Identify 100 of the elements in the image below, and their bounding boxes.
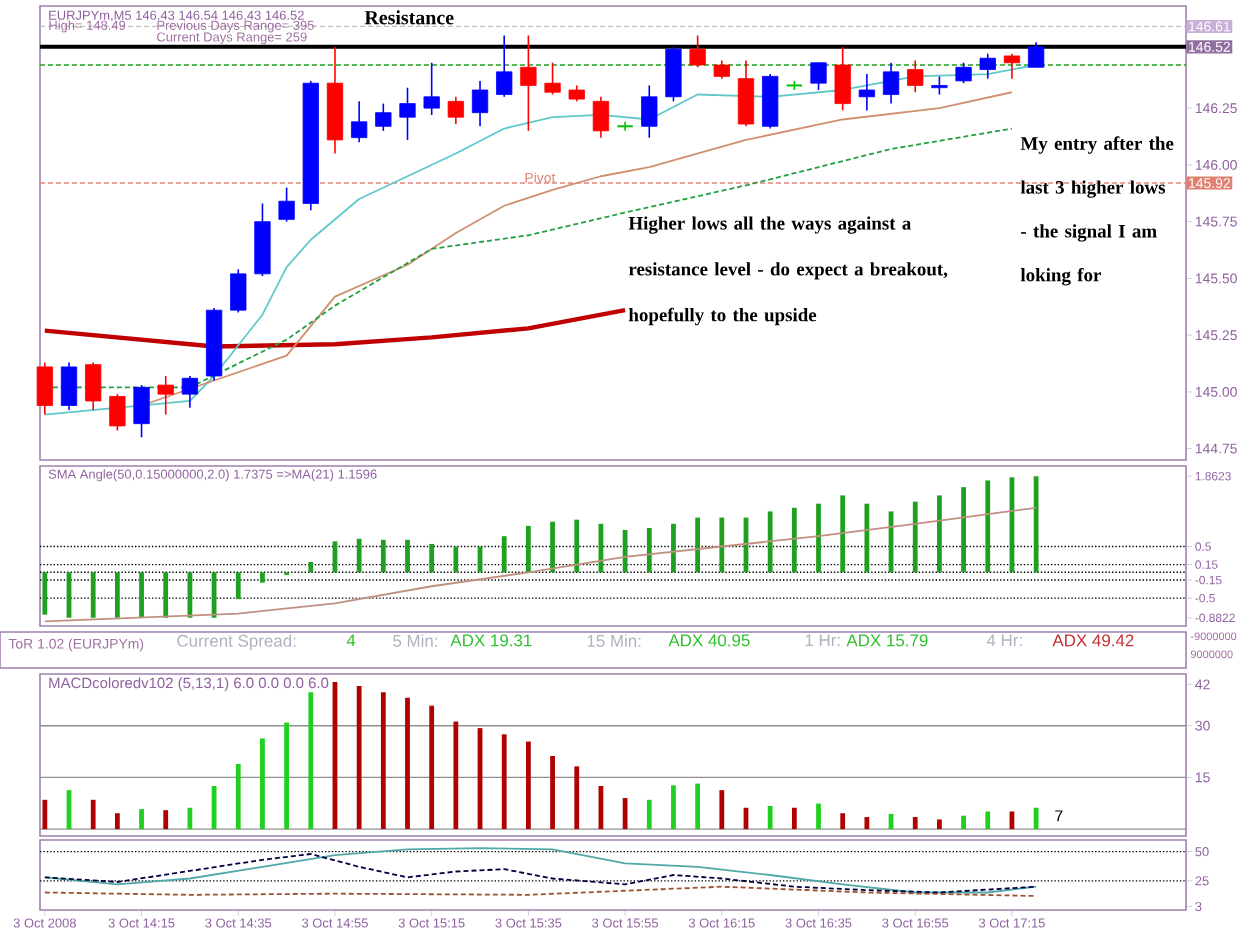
bar [937, 819, 942, 830]
candlestick [907, 59, 924, 94]
bar [864, 503, 870, 573]
bar [139, 572, 144, 618]
bar [912, 501, 918, 573]
candlestick [471, 80, 489, 128]
bar [114, 813, 120, 830]
bar [525, 741, 531, 830]
bar [574, 519, 580, 573]
bar [525, 525, 531, 573]
bar [550, 756, 555, 830]
bar [356, 686, 362, 830]
candlestick [278, 186, 295, 223]
text: ADX 15.79 [846, 634, 928, 647]
candlestick [689, 34, 706, 69]
candlestick [544, 61, 561, 96]
candlestick [834, 46, 851, 112]
candlestick [85, 361, 102, 411]
text: ADX 19.31 [450, 634, 532, 647]
candlestick [665, 46, 682, 103]
text: 5 Min: [393, 634, 437, 647]
bar [260, 738, 265, 830]
bar [646, 799, 652, 830]
bar [816, 803, 821, 830]
candlestick [351, 100, 368, 143]
text: 15 Min: [587, 634, 641, 647]
candlestick [230, 268, 247, 314]
bar [501, 734, 507, 830]
text: 1 Hr: [805, 634, 840, 647]
bar [719, 790, 725, 830]
bar [622, 529, 628, 573]
bar [937, 495, 942, 573]
bar [308, 561, 314, 573]
bar [453, 546, 459, 573]
bar [695, 517, 701, 573]
bar [405, 539, 410, 573]
bar [42, 572, 48, 615]
text: Current Spread: [177, 634, 296, 651]
candlestick [713, 59, 730, 80]
bar [985, 811, 991, 830]
candlestick [1027, 41, 1045, 69]
bar [308, 692, 314, 830]
bar [501, 536, 507, 573]
candlestick [157, 375, 174, 416]
bar [574, 766, 580, 830]
bar [260, 572, 265, 583]
bar [163, 810, 169, 830]
candlestick [737, 59, 755, 128]
candlestick [109, 393, 126, 432]
bar [840, 813, 846, 830]
bar [840, 495, 846, 573]
bar [550, 521, 555, 573]
candlestick [858, 73, 876, 112]
line-series [43, 506, 1038, 623]
candlestick [375, 102, 392, 132]
bar [429, 705, 435, 830]
text: 4 Hr: [986, 634, 1022, 647]
candlestick [496, 34, 513, 98]
candlestick [641, 84, 658, 139]
bar [429, 543, 435, 573]
bar [961, 815, 966, 830]
text: 4 [346, 634, 356, 647]
candlestick [810, 61, 827, 91]
candlestick [1003, 52, 1021, 80]
bar [622, 798, 628, 830]
bar [90, 572, 96, 618]
bar [453, 721, 459, 830]
candlestick [36, 361, 53, 416]
bar [163, 572, 169, 618]
candlestick [181, 375, 199, 409]
bar [284, 722, 290, 830]
candlestick [399, 86, 416, 141]
bar [791, 507, 797, 573]
bar [235, 572, 241, 600]
bar [380, 539, 386, 573]
candlestick [979, 52, 996, 80]
bar [646, 527, 652, 573]
bar [1033, 476, 1039, 573]
bar [356, 538, 362, 573]
bar [719, 517, 725, 573]
text: ADX 49.42 [1052, 634, 1134, 647]
bar [767, 511, 773, 573]
text: Higher lows all the ways against a resistance level - do expect a breakout, hopefully to the upside [628, 216, 948, 326]
bar [816, 503, 821, 573]
bar [985, 480, 991, 573]
bar [90, 799, 96, 830]
bar [380, 692, 386, 830]
bar [1033, 807, 1039, 830]
bar [767, 806, 773, 830]
bar [671, 523, 676, 573]
bar [114, 572, 120, 618]
bar [139, 809, 144, 830]
bar [671, 785, 676, 830]
annotation: Resistance [364, 10, 454, 25]
candlestick [882, 61, 900, 105]
bar [961, 487, 966, 573]
bar [235, 763, 241, 830]
bar [791, 807, 797, 830]
candlestick [447, 95, 464, 125]
bar [864, 817, 870, 830]
